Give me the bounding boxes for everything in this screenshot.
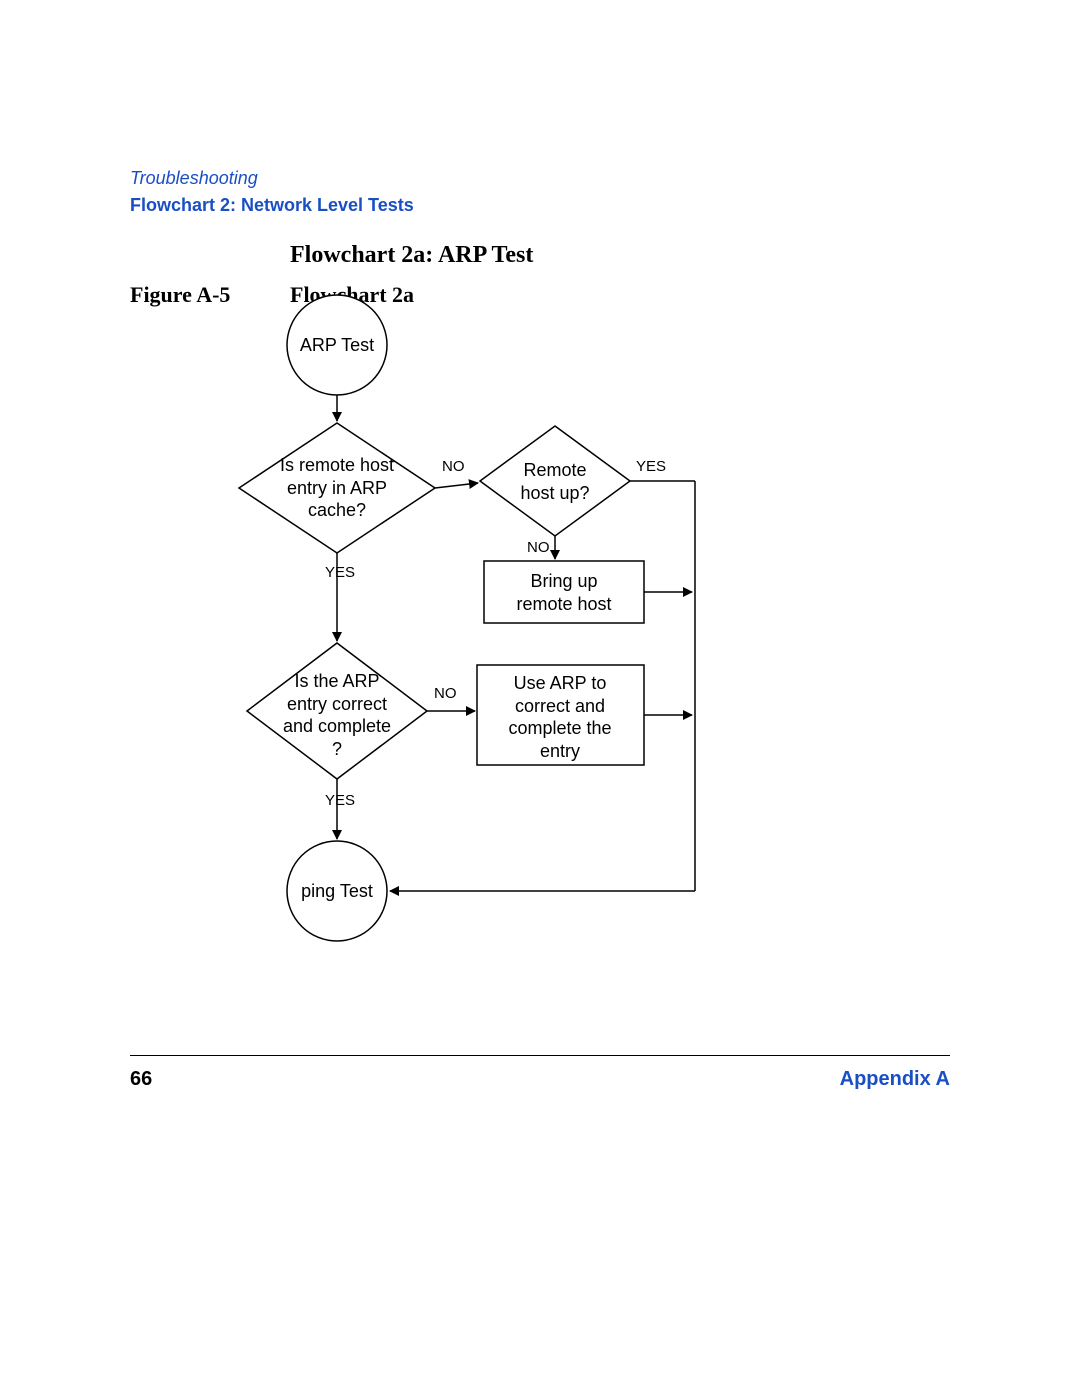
page: Troubleshooting Flowchart 2: Network Lev… xyxy=(0,0,1080,1397)
label-d1: Is remote hostentry in ARPcache? xyxy=(267,454,407,522)
page-number: 66 xyxy=(130,1068,152,1091)
edgelabel-d3-end: YES xyxy=(325,792,355,809)
label-start: ARP Test xyxy=(297,334,377,357)
edgelabel-d1-d2: NO xyxy=(442,458,465,475)
footer-rule xyxy=(130,1055,950,1056)
edgelabel-d2-p1: NO xyxy=(527,539,550,556)
label-p2: Use ARP tocorrect andcomplete theentry xyxy=(490,672,630,762)
edgelabel-d3-p2: NO xyxy=(434,685,457,702)
label-p1: Bring upremote host xyxy=(498,570,630,615)
label-d2: Remotehost up? xyxy=(510,459,600,504)
edge-d1-d2 xyxy=(435,483,478,488)
appendix-label: Appendix A xyxy=(840,1068,950,1091)
edgelabel-d1-d3: YES xyxy=(325,564,355,581)
edgelabel-d2-bus: YES xyxy=(636,458,666,475)
label-d3: Is the ARPentry correctand complete? xyxy=(272,670,402,760)
label-end: ping Test xyxy=(297,880,377,903)
